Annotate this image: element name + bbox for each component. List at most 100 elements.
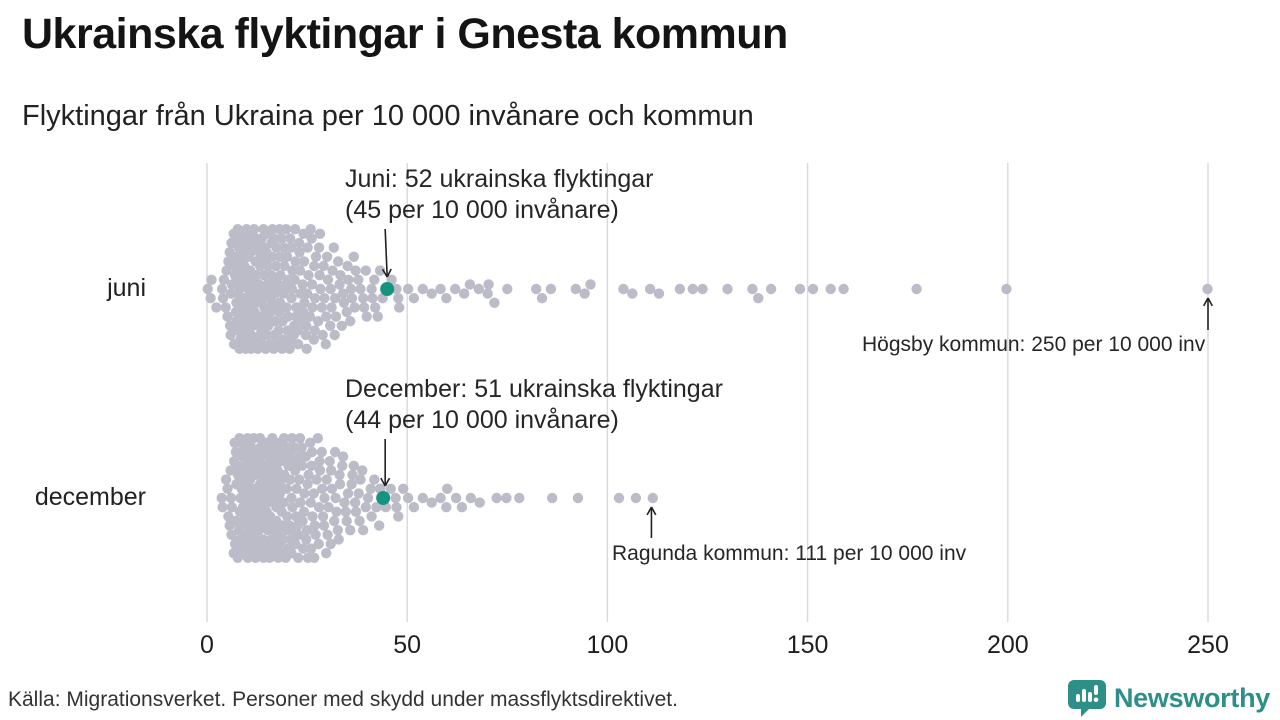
municipality-dot — [309, 325, 320, 336]
municipality-dot — [491, 492, 502, 504]
municipality-dot — [369, 474, 380, 485]
municipality-dot — [825, 283, 836, 295]
municipality-dot — [402, 492, 414, 504]
municipality-dot — [366, 511, 377, 522]
municipality-dot — [278, 433, 290, 444]
municipality-dot — [320, 339, 331, 350]
municipality-dot — [287, 502, 298, 513]
municipality-dot — [333, 534, 344, 545]
municipality-dot — [269, 233, 280, 244]
municipality-dot — [225, 465, 236, 476]
municipality-dot — [346, 479, 357, 490]
municipality-dot — [281, 224, 292, 235]
municipality-dot — [358, 525, 369, 536]
municipality-dot — [687, 283, 698, 295]
municipality-dot — [297, 515, 308, 527]
municipality-dot — [335, 270, 346, 281]
municipality-dot — [501, 492, 512, 504]
municipality-dot — [547, 492, 558, 504]
municipality-dot — [331, 506, 342, 517]
annotation-juni-line1: Juni: 52 ukrainska flyktingar — [345, 165, 654, 193]
municipality-dot — [221, 265, 232, 276]
arrow-ragunda — [646, 506, 657, 538]
municipality-dot — [349, 497, 361, 508]
municipality-dot — [269, 316, 281, 327]
municipality-dot — [319, 293, 330, 304]
municipality-dot — [333, 256, 344, 267]
municipality-dot — [226, 529, 237, 540]
municipality-dot — [303, 270, 314, 281]
municipality-dot — [222, 311, 233, 322]
municipality-dot — [305, 437, 316, 448]
municipality-dot — [334, 469, 345, 481]
municipality-dot — [697, 283, 708, 295]
annotation-december-line2: (44 per 10 000 invånare) — [345, 406, 619, 434]
municipality-dot — [345, 525, 356, 536]
newsworthy-wordmark: Newsworthy — [1113, 683, 1270, 713]
municipality-dot — [298, 506, 310, 517]
municipality-dot — [794, 283, 806, 295]
municipality-dot — [393, 511, 404, 522]
municipality-dot — [273, 306, 285, 318]
municipality-dot — [216, 283, 228, 295]
municipality-dot — [314, 456, 325, 467]
municipality-dot — [644, 283, 656, 295]
municipality-dot — [653, 288, 665, 299]
municipality-dot — [318, 260, 329, 272]
municipality-dot — [325, 465, 337, 476]
municipality-dot — [297, 460, 308, 471]
municipality-dot — [317, 483, 328, 494]
municipality-dot — [307, 511, 318, 522]
municipality-dot — [218, 274, 230, 285]
municipality-dot — [305, 543, 317, 554]
municipality-dot — [322, 529, 333, 540]
municipality-dot — [202, 283, 213, 295]
municipality-dot — [306, 460, 317, 471]
municipality-dot — [270, 260, 282, 272]
municipality-dot — [435, 283, 446, 295]
x-tick-label: 150 — [786, 631, 829, 659]
municipality-dot — [293, 529, 304, 540]
municipality-dot — [281, 302, 292, 313]
annotation-juni-line2: (45 per 10 000 invånare) — [345, 196, 619, 224]
municipality-dot — [350, 506, 362, 517]
municipality-dot — [585, 279, 596, 290]
municipality-dot — [293, 474, 305, 485]
municipality-dot — [330, 311, 342, 322]
arrow-hogsby — [1202, 297, 1214, 330]
municipality-dot — [298, 256, 310, 267]
municipality-dot — [348, 251, 359, 262]
municipality-dot — [286, 492, 297, 504]
municipality-dot — [323, 502, 334, 513]
municipality-dot — [393, 293, 404, 304]
municipality-dot — [450, 283, 461, 295]
municipality-dot — [315, 283, 326, 295]
municipality-dot — [306, 446, 318, 458]
municipality-dot — [281, 483, 292, 494]
municipality-dot — [366, 283, 377, 295]
municipality-dot — [322, 274, 334, 285]
municipality-dot — [340, 506, 351, 517]
municipality-dot — [358, 302, 370, 313]
municipality-dot — [321, 548, 332, 559]
municipality-dot — [276, 233, 287, 244]
municipality-dot — [281, 511, 293, 522]
municipality-dot — [765, 283, 777, 295]
municipality-dot — [300, 329, 311, 341]
municipality-dot — [290, 256, 301, 267]
municipality-dot — [314, 270, 325, 281]
municipality-dot — [361, 311, 372, 322]
chart-title: Ukrainska flyktingar i Gnesta kommun — [22, 10, 788, 58]
newsworthy-logo: Newsworthy — [1067, 680, 1270, 717]
municipality-dot — [318, 520, 330, 531]
municipality-dot — [838, 283, 849, 295]
municipality-dot — [502, 283, 513, 295]
municipality-dot — [313, 242, 325, 253]
municipality-dot — [329, 329, 340, 341]
municipality-dot — [372, 311, 383, 322]
municipality-dot — [464, 279, 476, 290]
municipality-dot — [390, 492, 401, 504]
municipality-dot — [297, 279, 308, 290]
municipality-dot — [572, 492, 584, 504]
